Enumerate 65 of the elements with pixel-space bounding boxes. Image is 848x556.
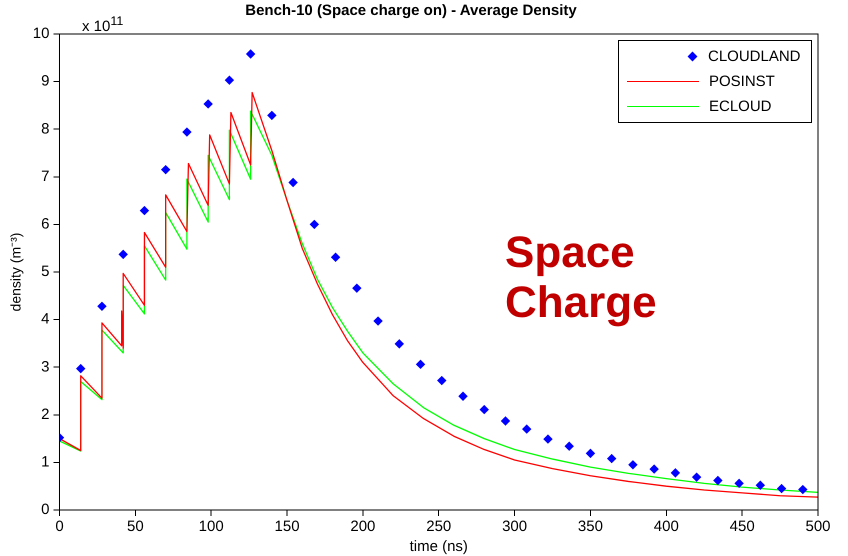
x-tick-label: 350 — [578, 518, 603, 536]
point — [522, 424, 532, 434]
legend-label: CLOUDLAND — [708, 48, 801, 65]
point — [713, 476, 722, 485]
point — [224, 76, 234, 85]
point — [374, 316, 383, 326]
point — [97, 302, 106, 311]
x-tick-label: 150 — [274, 518, 300, 536]
point — [586, 448, 595, 458]
point — [352, 284, 362, 293]
point — [777, 484, 786, 494]
point — [310, 220, 319, 229]
point — [628, 460, 638, 470]
y-tick-label: 9 — [41, 72, 50, 90]
point — [331, 252, 340, 262]
point — [416, 360, 426, 369]
x-tick-label: 200 — [350, 518, 376, 536]
y-axis-title: density (m⁻³) — [7, 232, 24, 312]
point — [756, 480, 765, 490]
y-tick-label: 4 — [41, 310, 50, 328]
y-tick-label: 7 — [41, 168, 50, 185]
y-tick-label: 1 — [41, 454, 50, 471]
legend-label: POSINST — [709, 73, 775, 90]
y-tick-label: 3 — [41, 358, 50, 376]
y-tick-label: 10 — [32, 25, 50, 42]
x-tick-label: 250 — [426, 518, 452, 536]
x-tick-label: 100 — [198, 518, 224, 536]
annotation: x 10$^{11}$ — [82, 14, 124, 35]
legend-label: ECLOUD — [709, 98, 772, 115]
x-tick-label: 450 — [730, 518, 755, 536]
point — [437, 376, 446, 386]
point — [564, 442, 574, 451]
point — [480, 405, 489, 414]
point — [140, 206, 149, 216]
point — [288, 178, 298, 188]
point — [798, 485, 808, 494]
x-tick-label: 0 — [55, 518, 64, 536]
y-tick-label: 5 — [41, 263, 50, 280]
x-axis-title: time (ns) — [410, 538, 468, 556]
point — [500, 416, 510, 426]
y-tick-label: 0 — [41, 501, 50, 518]
x-tick-label: 300 — [502, 518, 528, 536]
x-tick-label: 50 — [126, 518, 144, 536]
point — [543, 434, 552, 444]
annotation: Space Charge — [505, 228, 658, 328]
y-tick-label: 6 — [41, 216, 50, 233]
point — [161, 165, 170, 174]
point — [76, 364, 86, 374]
point — [650, 464, 659, 474]
chart-title: Bench-10 (Space charge on) - Average Density — [245, 2, 578, 20]
y-tick-label: 8 — [41, 120, 50, 138]
point — [607, 454, 616, 464]
point — [692, 472, 702, 482]
x-tick-label: 500 — [805, 518, 831, 536]
point — [118, 250, 128, 259]
point — [204, 99, 213, 108]
point — [267, 110, 276, 120]
point — [734, 478, 744, 488]
point — [670, 468, 680, 478]
point — [458, 392, 468, 401]
point — [394, 339, 404, 348]
x-tick-label: 400 — [654, 518, 679, 536]
point — [182, 128, 192, 137]
y-tick-label: 2 — [41, 406, 50, 423]
point — [246, 49, 256, 58]
